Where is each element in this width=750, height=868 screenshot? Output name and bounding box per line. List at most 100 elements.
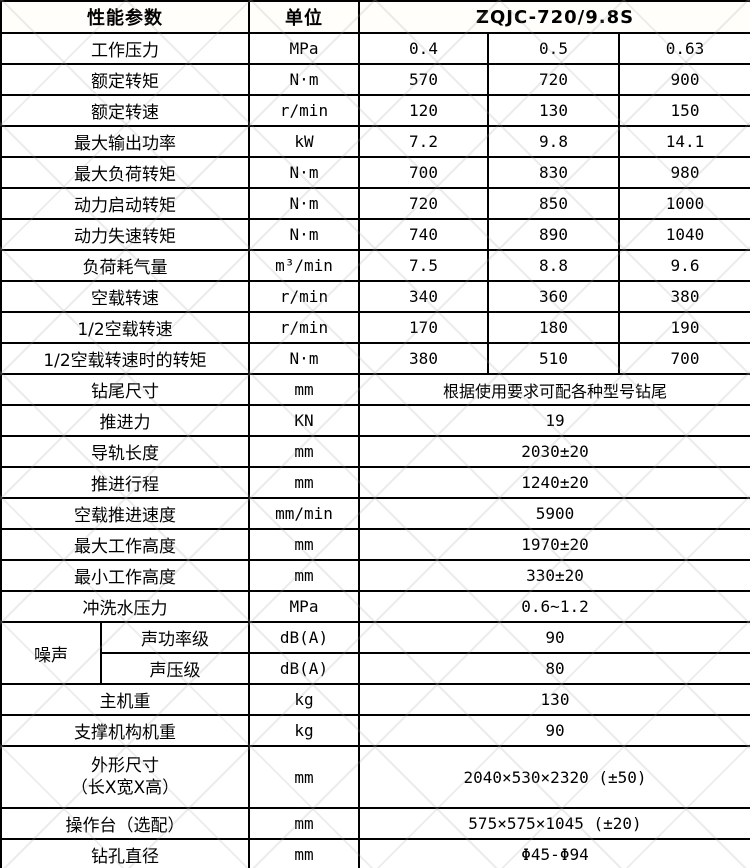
- unit-cell: kg: [248, 683, 360, 716]
- table-row: 空载推进速度 mm/min 5900: [0, 497, 750, 530]
- value-cell: 900: [618, 63, 750, 96]
- value-cell: 2030±20: [358, 435, 750, 468]
- value-cell: 150: [618, 94, 750, 127]
- value-cell: 0.4: [358, 32, 489, 65]
- table-row: 操作台（选配） mm 575×575×1045 (±20): [0, 807, 750, 840]
- value-cell: 575×575×1045 (±20): [358, 807, 750, 840]
- row-label: 最大负荷转矩: [0, 156, 250, 189]
- value-cell: 0.5: [487, 32, 620, 65]
- row-label: 推进力: [0, 404, 250, 437]
- unit-cell: r/min: [248, 311, 360, 344]
- row-label: 额定转速: [0, 94, 250, 127]
- unit-cell: mm: [248, 435, 360, 468]
- row-label: 额定转矩: [0, 63, 250, 96]
- value-cell: 7.2: [358, 125, 489, 158]
- unit-cell: m³/min: [248, 249, 360, 282]
- table-row: 1/2空载转速 r/min 170 180 190: [0, 311, 750, 344]
- table-row: 动力启动转矩 N·m 720 850 1000: [0, 187, 750, 220]
- row-label: 空载推进速度: [0, 497, 250, 530]
- value-cell: 890: [487, 218, 620, 251]
- value-cell: 830: [487, 156, 620, 189]
- value-cell: 2040×530×2320 (±50): [358, 745, 750, 809]
- value-cell: 5900: [358, 497, 750, 530]
- unit-cell: N·m: [248, 63, 360, 96]
- table-header-row: 性能参数 单位 ZQJC-720/9.8S: [0, 0, 750, 34]
- row-label: 工作压力: [0, 32, 250, 65]
- value-cell: 0.63: [618, 32, 750, 65]
- unit-cell: N·m: [248, 187, 360, 220]
- row-label: 声功率级: [100, 621, 250, 654]
- row-label: 负荷耗气量: [0, 249, 250, 282]
- value-cell: 90: [358, 621, 750, 654]
- unit-cell: kg: [248, 714, 360, 747]
- unit-cell: mm: [248, 466, 360, 499]
- row-label: 钻孔直径: [0, 838, 250, 868]
- value-cell: 720: [358, 187, 489, 220]
- row-label: 操作台（选配）: [0, 807, 250, 840]
- unit-cell: mm: [248, 373, 360, 406]
- value-cell: 510: [487, 342, 620, 375]
- value-cell: 9.6: [618, 249, 750, 282]
- table-row: 声压级 dB(A) 80: [1, 652, 750, 685]
- value-cell: 180: [487, 311, 620, 344]
- value-cell: 130: [358, 683, 750, 716]
- row-label: 外形尺寸 （长X宽X高）: [0, 745, 250, 809]
- col-header-unit: 单位: [248, 0, 360, 34]
- table-row: 最大工作高度 mm 1970±20: [0, 528, 750, 561]
- value-cell: 根据使用要求可配各种型号钻尾: [358, 373, 750, 406]
- row-label: 动力失速转矩: [0, 218, 250, 251]
- value-cell: 80: [358, 652, 750, 685]
- value-cell: 90: [358, 714, 750, 747]
- value-cell: 740: [358, 218, 489, 251]
- value-cell: 700: [358, 156, 489, 189]
- value-cell: 380: [358, 342, 489, 375]
- row-label: 支撑机构机重: [0, 714, 250, 747]
- value-cell: 380: [618, 280, 750, 313]
- value-cell: 9.8: [487, 125, 620, 158]
- unit-cell: mm: [248, 559, 360, 592]
- value-cell: 19: [358, 404, 750, 437]
- value-cell: 700: [618, 342, 750, 375]
- row-label: 最大工作高度: [0, 528, 250, 561]
- table-row: 额定转速 r/min 120 130 150: [0, 94, 750, 127]
- value-cell: 720: [487, 63, 620, 96]
- table-row: 导轨长度 mm 2030±20: [0, 435, 750, 468]
- value-cell: 340: [358, 280, 489, 313]
- unit-cell: r/min: [248, 280, 360, 313]
- row-label: 导轨长度: [0, 435, 250, 468]
- value-cell: 130: [487, 94, 620, 127]
- unit-cell: dB(A): [248, 621, 360, 654]
- row-label: 1/2空载转速: [0, 311, 250, 344]
- row-label: 主机重: [0, 683, 250, 716]
- row-label: 最小工作高度: [0, 559, 250, 592]
- value-cell: 1040: [618, 218, 750, 251]
- row-label: 推进行程: [0, 466, 250, 499]
- value-cell: 1240±20: [358, 466, 750, 499]
- table-row: 1/2空载转速时的转矩 N·m 380 510 700: [0, 342, 750, 375]
- unit-cell: mm/min: [248, 497, 360, 530]
- value-cell: 0.6~1.2: [358, 590, 750, 623]
- value-cell: 14.1: [618, 125, 750, 158]
- table-row: 最大负荷转矩 N·m 700 830 980: [0, 156, 750, 189]
- value-cell: 980: [618, 156, 750, 189]
- unit-cell: mm: [248, 807, 360, 840]
- value-cell: 1970±20: [358, 528, 750, 561]
- table-row: 负荷耗气量 m³/min 7.5 8.8 9.6: [0, 249, 750, 282]
- value-cell: 8.8: [487, 249, 620, 282]
- table-row: 空载转速 r/min 340 360 380: [0, 280, 750, 313]
- row-label-line1: 外形尺寸: [91, 756, 159, 776]
- table-row: 钻尾尺寸 mm 根据使用要求可配各种型号钻尾: [0, 373, 750, 406]
- table-row: 推进力 KN 19: [0, 404, 750, 437]
- table-row: 钻孔直径 mm Φ45-Φ94: [0, 838, 750, 868]
- value-cell: 170: [358, 311, 489, 344]
- unit-cell: mm: [248, 838, 360, 868]
- value-cell: 1000: [618, 187, 750, 220]
- table-row: 推进行程 mm 1240±20: [0, 466, 750, 499]
- row-label: 冲洗水压力: [0, 590, 250, 623]
- unit-cell: dB(A): [248, 652, 360, 685]
- unit-cell: N·m: [248, 218, 360, 251]
- value-cell: 120: [358, 94, 489, 127]
- unit-cell: r/min: [248, 94, 360, 127]
- unit-cell: MPa: [248, 32, 360, 65]
